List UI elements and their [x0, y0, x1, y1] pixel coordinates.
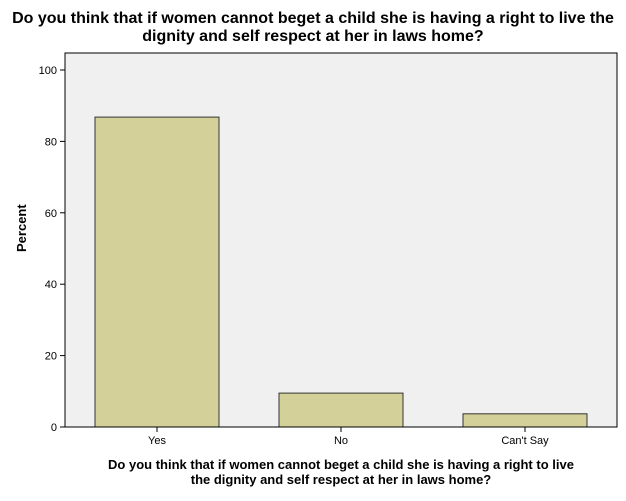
- x-tick-label: No: [334, 435, 348, 447]
- bars: [94, 116, 588, 428]
- bar-can-t-say: [462, 413, 588, 428]
- y-tick-label: 20: [45, 351, 57, 363]
- bar-no: [278, 392, 404, 428]
- y-tick-label: 40: [45, 279, 57, 291]
- y-tick-label: 0: [51, 422, 57, 434]
- y-tick-label: 100: [39, 65, 57, 77]
- chart-title: Do you think that if women cannot beget …: [0, 10, 626, 46]
- x-axis-label: Do you think that if women cannot beget …: [0, 457, 626, 487]
- y-axis-label: Percent: [14, 204, 29, 252]
- x-axis-label-line-1: Do you think that if women cannot beget …: [108, 457, 574, 472]
- x-axis-ticks: Yes No Can't Say: [148, 427, 549, 447]
- x-axis-label-line-2: the dignity and self respect at her in l…: [190, 472, 492, 487]
- x-tick-label: Can't Say: [501, 435, 549, 447]
- bar-yes: [94, 116, 220, 428]
- x-tick-label: Yes: [148, 435, 166, 447]
- y-tick-label: 80: [45, 136, 57, 148]
- chart-title-line-2: dignity and self respect at her in laws …: [142, 28, 484, 45]
- y-tick-label: 60: [45, 208, 57, 220]
- y-axis-ticks: 0 20 40 60 80 100: [39, 65, 65, 434]
- chart-title-line-1: Do you think that if women cannot beget …: [12, 10, 614, 27]
